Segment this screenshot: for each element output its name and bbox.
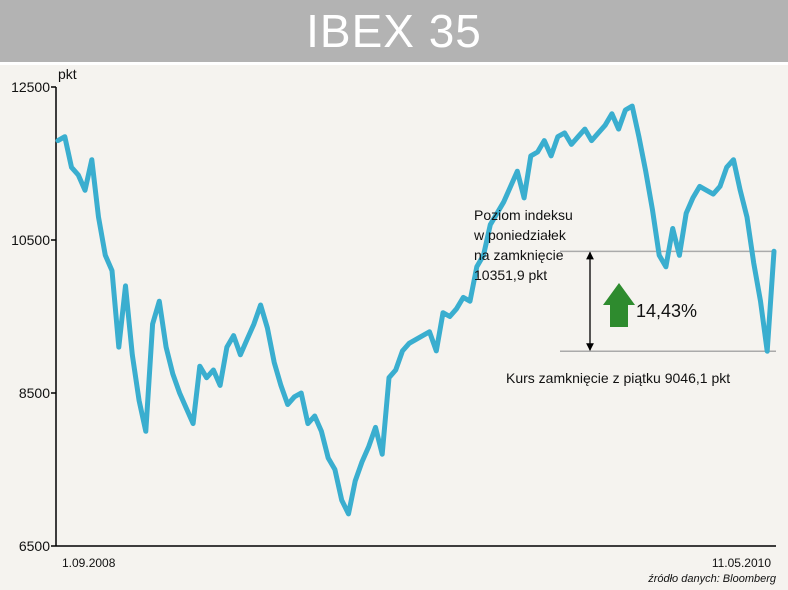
change-percent-label: 14,43% [636, 301, 697, 321]
chart-title: IBEX 35 [306, 5, 482, 57]
upper-annotation-line-4: 10351,9 pkt [474, 267, 547, 283]
y-axis-unit-label: pkt [58, 66, 77, 82]
line-chart: pkt 6500 8500 10500 12500 14,43% Poziom ind… [11, 66, 777, 585]
y-tick-label: 8500 [19, 385, 50, 401]
y-tick-label: 6500 [19, 538, 50, 554]
lower-annotation: Kurs zamknięcie z piątku 9046,1 pkt [506, 370, 730, 386]
series-line [55, 103, 777, 517]
upper-annotation-line-1: Poziom indeksu [474, 207, 573, 223]
upper-annotation: Poziom indeksu w poniedziałek na zamknię… [473, 207, 573, 283]
y-tick-label: 12500 [11, 79, 50, 95]
y-tick-group: 6500 8500 10500 12500 [11, 79, 56, 554]
increase-arrow-icon [603, 283, 635, 327]
x-end-label: 11.05.2010 [712, 556, 771, 570]
x-start-label: 1.09.2008 [62, 556, 116, 570]
upper-annotation-line-2: w poniedziałek [473, 227, 567, 243]
chart-title-bar: IBEX 35 [0, 0, 788, 65]
source-label: źródło danych: Bloomberg [647, 573, 777, 585]
y-tick-label: 10500 [11, 232, 50, 248]
upper-annotation-line-3: na zamknięcie [474, 247, 564, 263]
